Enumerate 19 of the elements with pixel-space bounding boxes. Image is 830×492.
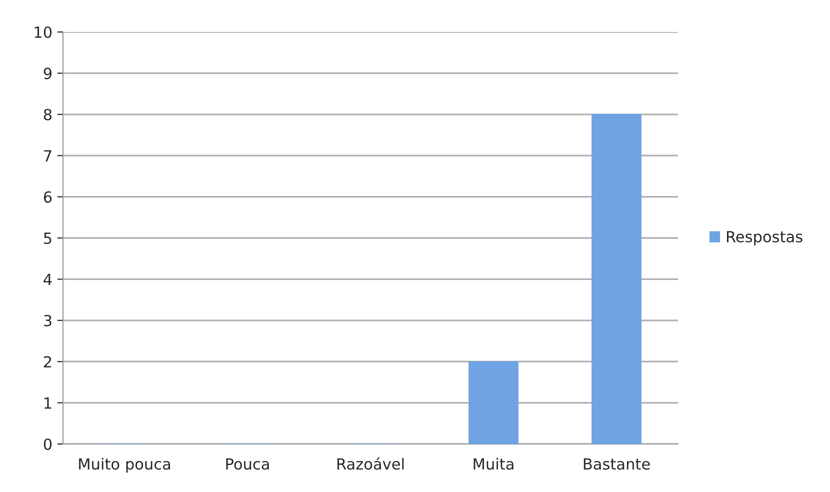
y-tick-label: 10 [34, 26, 52, 38]
y-tick-label: 2 [44, 356, 52, 368]
x-tick-label: Bastante [584, 458, 650, 470]
y-tick-label: 3 [44, 314, 52, 326]
y-tick-label: 4 [44, 274, 52, 286]
y-tick-label: 9 [44, 68, 52, 80]
x-tick-label: Razoável [337, 457, 404, 470]
x-tick-label: Muita [474, 458, 514, 470]
y-tick-label: 7 [44, 150, 52, 162]
legend-label: Respostas [726, 231, 802, 246]
y-tick-label: 8 [44, 108, 52, 120]
x-tick-label: Muito pouca [79, 458, 170, 473]
y-tick-label: 0 [44, 438, 52, 450]
x-tick-label: Pouca [226, 458, 269, 470]
bar [592, 114, 642, 444]
y-tick-label: 6 [44, 191, 52, 203]
y-tick-label: 5 [44, 232, 52, 244]
bar [468, 361, 518, 444]
y-tick-label: 1 [44, 397, 52, 409]
